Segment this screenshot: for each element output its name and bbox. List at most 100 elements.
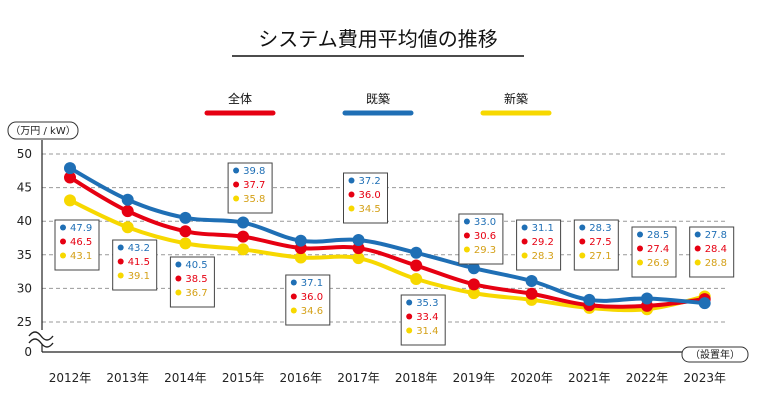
data-label: 26.9 — [647, 258, 669, 269]
callout-dot — [463, 246, 470, 253]
data-label: 35.3 — [416, 298, 438, 309]
y-tick-label: 35 — [17, 248, 32, 262]
data-point — [467, 262, 480, 275]
data-label: 29.3 — [474, 245, 496, 256]
data-point — [64, 171, 76, 184]
x-tick-label: 2017年 — [337, 371, 380, 385]
callout-dot — [290, 279, 297, 286]
data-label: 47.9 — [70, 223, 92, 234]
callout-dot — [579, 252, 586, 259]
data-point — [698, 297, 711, 310]
data-point — [467, 287, 480, 300]
x-tick-label: 2012年 — [49, 371, 92, 385]
data-point — [179, 211, 192, 224]
legend-label: 全体 — [228, 91, 252, 106]
data-label: 41.5 — [128, 257, 150, 268]
callout-dot — [463, 218, 470, 225]
y-tick-label: 30 — [17, 281, 32, 295]
data-label: 43.1 — [70, 251, 92, 262]
callout-dot — [60, 252, 66, 259]
callout-dot — [348, 205, 355, 212]
data-label: 27.1 — [589, 251, 611, 262]
data-point — [121, 205, 134, 218]
callout-dot — [175, 289, 182, 296]
value-callout: 39.8 37.7 35.8 — [227, 162, 273, 214]
x-tick-label: 2014年 — [164, 371, 207, 385]
data-point — [352, 234, 365, 247]
callout-dot — [233, 195, 240, 202]
data-point — [410, 246, 423, 259]
data-label: 28.3 — [532, 251, 554, 262]
data-point — [583, 293, 596, 306]
data-label: 28.5 — [647, 230, 669, 241]
data-point — [467, 278, 480, 291]
callout-dot — [406, 313, 413, 320]
chart-title: システム費用平均値の推移 — [258, 27, 497, 51]
callout-dot — [694, 259, 701, 266]
callout-box — [343, 172, 388, 224]
callout-dot — [348, 177, 355, 184]
y-axis-label: （万円 / kW） — [10, 125, 75, 137]
callout-dot — [637, 231, 643, 238]
data-label: 37.7 — [243, 180, 265, 191]
x-unit-box — [681, 346, 749, 363]
data-point — [237, 230, 250, 243]
value-callout: 40.5 38.5 36.7 — [169, 256, 215, 308]
y-unit-box — [7, 121, 79, 140]
data-label: 33.4 — [416, 312, 438, 323]
callout-dot — [233, 181, 240, 188]
data-label: 43.2 — [128, 243, 150, 254]
x-tick-label: 2023年 — [683, 371, 726, 385]
data-callouts: 47.9 46.5 43.1 43.2 41.5 39.1 40.5 38.5 36.7 39.8… — [54, 162, 735, 346]
value-callout: 27.8 28.4 28.8 — [689, 226, 735, 278]
data-label: 37.1 — [301, 278, 323, 289]
data-label: 27.5 — [589, 237, 611, 248]
callout-dot — [175, 261, 182, 268]
x-tick-label: 2016年 — [280, 371, 323, 385]
data-label: 35.8 — [243, 194, 265, 205]
data-point — [179, 225, 192, 238]
axis-break-icon — [28, 330, 56, 348]
data-point — [64, 162, 76, 175]
callout-dot — [521, 224, 528, 231]
data-label: 46.5 — [70, 237, 92, 248]
callout-dot — [117, 258, 124, 265]
data-label: 38.5 — [185, 274, 207, 285]
data-label: 31.4 — [416, 326, 438, 337]
data-label: 39.1 — [128, 271, 150, 282]
data-label: 40.5 — [185, 260, 207, 271]
callout-dot — [694, 245, 701, 252]
legend: 全体 既築 新築 — [204, 91, 552, 116]
data-point — [294, 251, 307, 264]
callout-dot — [406, 327, 413, 334]
legend-label: 既築 — [366, 91, 390, 106]
data-label: 34.5 — [359, 204, 381, 215]
x-tick-label: 2022年 — [626, 371, 669, 385]
data-label: 30.6 — [474, 231, 496, 242]
data-label: 27.4 — [647, 244, 669, 255]
callout-dot — [694, 231, 701, 238]
callout-dot — [290, 293, 297, 300]
data-point — [410, 272, 423, 285]
value-callout: 31.1 29.2 28.3 — [516, 219, 562, 271]
data-label: 27.8 — [705, 230, 727, 241]
series-lines — [64, 162, 711, 316]
axes: 50 45 40 35 30 25 0 （万円 / kW） （設置年） 2012年 2013年 201… — [7, 121, 749, 385]
x-tick-label: 2018年 — [395, 371, 438, 385]
data-label: 28.3 — [589, 223, 611, 234]
data-label: 37.2 — [359, 176, 381, 187]
value-callout: 47.9 46.5 43.1 — [54, 219, 100, 271]
x-tick-label: 2013年 — [106, 371, 149, 385]
data-point — [121, 221, 134, 234]
callout-dot — [348, 191, 355, 198]
value-callout: 43.2 41.5 39.1 — [112, 239, 158, 291]
x-axis-label: （設置年） — [690, 348, 740, 361]
data-point — [352, 252, 365, 265]
data-label: 36.7 — [185, 288, 207, 299]
legend-item: 新築 — [480, 91, 552, 116]
callout-dot — [637, 245, 643, 252]
callout-dot — [60, 238, 66, 245]
callout-dot — [637, 259, 643, 266]
legend-item: 全体 — [204, 91, 276, 116]
